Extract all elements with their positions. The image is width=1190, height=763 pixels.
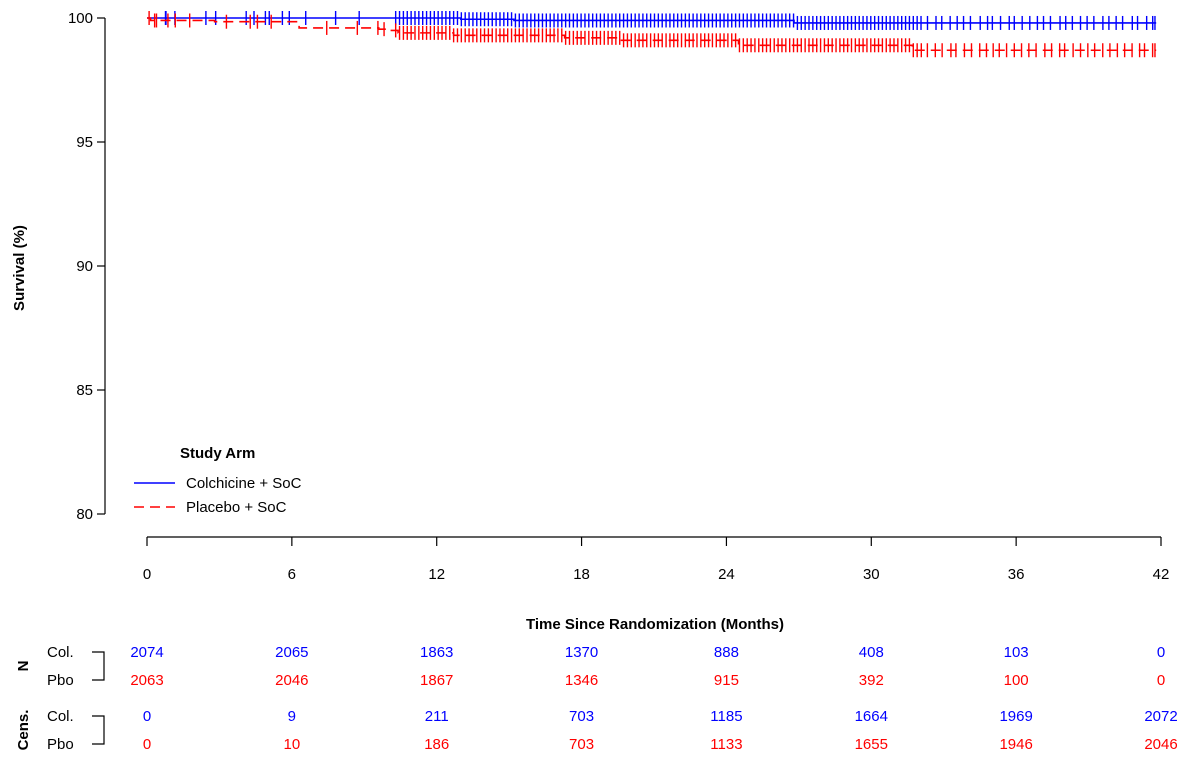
- risk-value: 186: [424, 736, 449, 753]
- x-tick-label: 42: [1153, 566, 1170, 583]
- risk-value: 211: [425, 708, 449, 725]
- risk-value: 392: [859, 672, 884, 689]
- x-tick-label: 30: [863, 566, 880, 583]
- risk-value: 10: [284, 736, 301, 753]
- risk-value: 2074: [130, 644, 163, 661]
- survival-curve-colchicine: [147, 17, 1157, 24]
- risk-bracket: [92, 715, 105, 745]
- axes: 80 85 90 95 100 0 6 12 18 24 30 36 42: [68, 10, 1169, 583]
- y-tick-label: 90: [76, 258, 93, 275]
- risk-row-label: Col.: [47, 708, 74, 725]
- legend-label-colchicine: Colchicine + SoC: [186, 475, 302, 492]
- risk-row-label: Pbo: [47, 736, 74, 753]
- risk-value: 1655: [855, 736, 888, 753]
- survival-curve-placebo: [147, 17, 1157, 52]
- risk-value: 703: [569, 736, 594, 753]
- risk-table: N Col. 2074 2065 1863 1370 888 408 103 0 Pbo 2063 20…: [15, 644, 1178, 753]
- censor-marks-colchicine: [164, 11, 1156, 30]
- risk-value: 703: [569, 708, 594, 725]
- risk-value: 1133: [710, 736, 742, 753]
- risk-value: 915: [714, 672, 739, 689]
- risk-value: 0: [143, 708, 151, 725]
- risk-value: 1664: [855, 708, 888, 725]
- y-tick-label: 80: [76, 506, 93, 523]
- risk-bracket: [92, 651, 105, 681]
- x-tick-label: 12: [428, 566, 445, 583]
- risk-value: 1863: [420, 644, 453, 661]
- legend-label-placebo: Placebo + SoC: [186, 499, 287, 516]
- risk-group-label: N: [15, 661, 32, 672]
- x-tick-label: 24: [718, 566, 735, 583]
- risk-value: 2072: [1144, 708, 1177, 725]
- risk-value: 408: [859, 644, 884, 661]
- risk-row-label: Pbo: [47, 672, 74, 689]
- risk-value: 1969: [999, 708, 1032, 725]
- risk-value: 100: [1004, 672, 1029, 689]
- risk-value: 2065: [275, 644, 308, 661]
- risk-value: 0: [1157, 672, 1165, 689]
- x-tick-label: 18: [573, 566, 590, 583]
- censor-marks-placebo: [148, 11, 1156, 58]
- risk-value: 2046: [1144, 736, 1177, 753]
- risk-value: 1346: [565, 672, 598, 689]
- x-axis-title: Time Since Randomization (Months): [526, 616, 784, 633]
- x-tick-label: 6: [288, 566, 296, 583]
- risk-value: 1946: [999, 736, 1032, 753]
- x-tick-label: 36: [1008, 566, 1025, 583]
- risk-value: 888: [714, 644, 739, 661]
- risk-value: 103: [1004, 644, 1029, 661]
- risk-value: 0: [1157, 644, 1165, 661]
- legend: Study Arm Colchicine + SoC Placebo + SoC: [134, 445, 302, 516]
- risk-value: 1370: [565, 644, 598, 661]
- x-tick-label: 0: [143, 566, 151, 583]
- y-tick-label: 85: [76, 382, 93, 399]
- risk-value: 9: [288, 708, 296, 725]
- risk-value: 1867: [420, 672, 453, 689]
- risk-value: 2046: [275, 672, 308, 689]
- risk-value: 2063: [130, 672, 163, 689]
- legend-title: Study Arm: [180, 445, 255, 462]
- risk-value: 1185: [710, 708, 742, 725]
- risk-group-label: Cens.: [15, 710, 32, 751]
- y-axis-title: Survival (%): [11, 225, 28, 311]
- y-tick-label: 100: [68, 10, 93, 27]
- risk-value: 0: [143, 736, 151, 753]
- y-tick-label: 95: [76, 134, 93, 151]
- survival-curves: [147, 11, 1157, 58]
- risk-row-label: Col.: [47, 644, 74, 661]
